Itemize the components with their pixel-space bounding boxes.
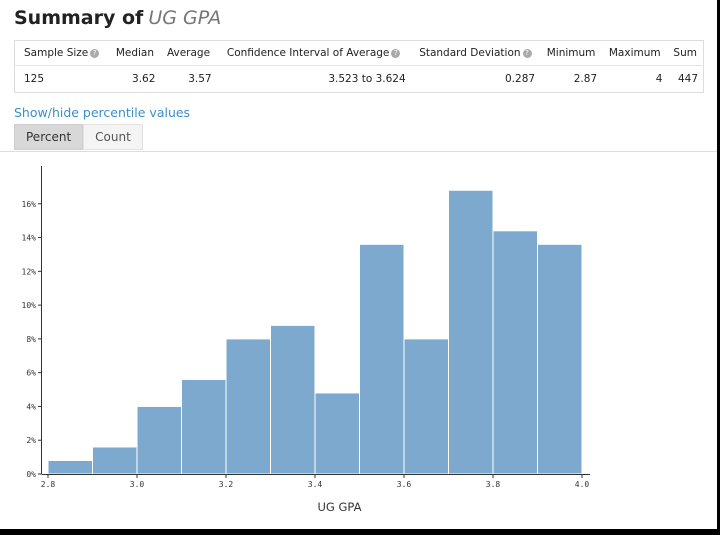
divider <box>0 151 717 152</box>
histogram-bar <box>492 230 538 475</box>
title-prefix: Summary of <box>14 7 144 29</box>
x-tick-label: 2.8 <box>41 480 56 489</box>
value-average: 3.57 <box>188 73 212 85</box>
histogram-bar <box>225 338 271 475</box>
histogram-bar <box>537 243 583 475</box>
tab-count[interactable]: Count <box>83 124 143 150</box>
x-tick-label: 3.6 <box>397 480 412 489</box>
x-axis-ticks: 2.8 3.0 3.2 3.4 3.6 3.8 4.0 <box>41 474 590 489</box>
histogram-bar <box>181 378 227 475</box>
value-maximum: 4 <box>655 73 663 85</box>
value-standard-deviation: 0.287 <box>505 73 536 85</box>
page-title: Summary of UG GPA <box>14 7 221 29</box>
histogram-bar <box>359 243 405 475</box>
info-icon[interactable]: ? <box>522 49 532 58</box>
x-tick-label: 3.8 <box>486 480 501 489</box>
y-tick-label: 12% <box>22 267 37 276</box>
y-tick-label: 10% <box>22 301 37 310</box>
y-tick-label: 6% <box>26 369 36 378</box>
y-tick-label: 2% <box>26 436 36 445</box>
histogram-bar <box>448 189 494 475</box>
header-median: Median <box>109 40 161 66</box>
value-sample-size: 125 <box>24 73 45 85</box>
histogram-bar <box>47 459 93 475</box>
tab-percent[interactable]: Percent <box>14 124 84 150</box>
x-tick-label: 3.0 <box>130 480 145 489</box>
histogram-bar <box>403 338 449 475</box>
histogram-bar <box>314 392 360 475</box>
y-tick-label: 4% <box>26 402 36 411</box>
show-hide-percentile-link[interactable]: Show/hide percentile values <box>14 105 191 120</box>
histogram-bar <box>136 405 182 475</box>
title-variable: UG GPA <box>148 7 222 29</box>
view-toggle: Percent Count <box>14 124 143 150</box>
histogram-chart: 0% 2% 4% 6% 8% 10% 12% 14% 16% 2.8 3.0 3.2 3.4 3.6 3.… <box>22 166 590 514</box>
x-tick-label: 3.2 <box>219 480 234 489</box>
header-average: Average <box>160 40 217 66</box>
header-sample-size: Sample Size? <box>14 40 110 66</box>
value-sum: 447 <box>677 73 698 85</box>
y-axis-ticks: 0% 2% 4% 6% 8% 10% 12% 14% 16% <box>22 200 42 479</box>
y-tick-label: 0% <box>26 470 36 479</box>
histogram-bar <box>92 446 138 475</box>
y-tick-label: 14% <box>22 234 37 243</box>
header-sum: Sum <box>667 40 704 66</box>
x-axis-title: UG GPA <box>318 500 362 514</box>
value-confidence-interval: 3.523 to 3.624 <box>328 73 406 85</box>
table-row: 125 3.62 3.57 3.523 to 3.624 0.287 2.87 … <box>15 66 704 93</box>
header-confidence-interval: Confidence Interval of Average? <box>216 40 411 66</box>
y-tick-label: 16% <box>22 200 37 209</box>
summary-statistics-table: Sample Size? Median Average Confidence I… <box>14 40 704 93</box>
value-minimum: 2.87 <box>573 73 598 85</box>
bar-group <box>47 189 583 475</box>
x-tick-label: 4.0 <box>575 480 590 489</box>
x-tick-label: 3.4 <box>308 480 323 489</box>
header-minimum: Minimum <box>540 40 603 66</box>
value-median: 3.62 <box>132 73 156 85</box>
header-maximum: Maximum <box>602 40 668 66</box>
info-icon[interactable]: ? <box>90 49 100 58</box>
histogram-bar <box>270 324 316 475</box>
table-header-row: Sample Size? Median Average Confidence I… <box>14 40 704 66</box>
header-standard-deviation: Standard Deviation? <box>410 40 541 66</box>
y-tick-label: 8% <box>26 335 36 344</box>
info-icon[interactable]: ? <box>391 49 401 58</box>
